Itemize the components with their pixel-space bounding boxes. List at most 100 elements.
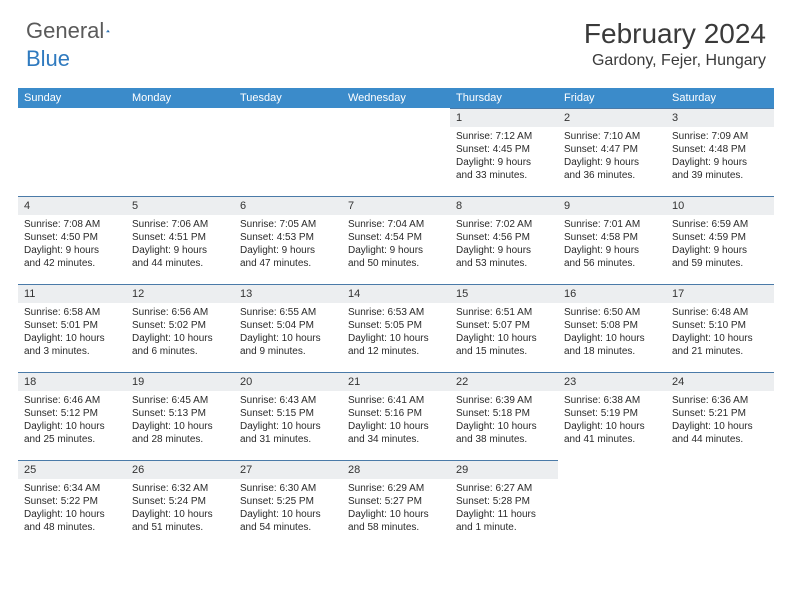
calendar-week-row: 18Sunrise: 6:46 AMSunset: 5:12 PMDayligh… [18, 372, 774, 460]
day-number: 17 [666, 285, 774, 303]
calendar-day-cell: 23Sunrise: 6:38 AMSunset: 5:19 PMDayligh… [558, 372, 666, 460]
weekday-header: Friday [558, 88, 666, 108]
calendar-day-cell: 10Sunrise: 6:59 AMSunset: 4:59 PMDayligh… [666, 196, 774, 284]
day-details: Sunrise: 7:10 AMSunset: 4:47 PMDaylight:… [558, 127, 666, 186]
day-number: 3 [666, 109, 774, 127]
month-title: February 2024 [584, 18, 766, 50]
calendar-day-cell: 15Sunrise: 6:51 AMSunset: 5:07 PMDayligh… [450, 284, 558, 372]
day-number: 16 [558, 285, 666, 303]
day-details: Sunrise: 6:51 AMSunset: 5:07 PMDaylight:… [450, 303, 558, 362]
day-number: 24 [666, 373, 774, 391]
day-number: 10 [666, 197, 774, 215]
calendar-day-cell: 8Sunrise: 7:02 AMSunset: 4:56 PMDaylight… [450, 196, 558, 284]
day-number: 23 [558, 373, 666, 391]
calendar-day-cell [18, 108, 126, 196]
day-details: Sunrise: 6:27 AMSunset: 5:28 PMDaylight:… [450, 479, 558, 538]
day-number: 21 [342, 373, 450, 391]
calendar-day-cell: 5Sunrise: 7:06 AMSunset: 4:51 PMDaylight… [126, 196, 234, 284]
day-details: Sunrise: 6:41 AMSunset: 5:16 PMDaylight:… [342, 391, 450, 450]
calendar-day-cell: 3Sunrise: 7:09 AMSunset: 4:48 PMDaylight… [666, 108, 774, 196]
calendar-week-row: 4Sunrise: 7:08 AMSunset: 4:50 PMDaylight… [18, 196, 774, 284]
day-number: 18 [18, 373, 126, 391]
weekday-header: Sunday [18, 88, 126, 108]
day-details: Sunrise: 6:55 AMSunset: 5:04 PMDaylight:… [234, 303, 342, 362]
day-details: Sunrise: 7:12 AMSunset: 4:45 PMDaylight:… [450, 127, 558, 186]
calendar-day-cell: 29Sunrise: 6:27 AMSunset: 5:28 PMDayligh… [450, 460, 558, 548]
header: General February 2024 Gardony, Fejer, Hu… [0, 0, 792, 78]
calendar-day-cell: 21Sunrise: 6:41 AMSunset: 5:16 PMDayligh… [342, 372, 450, 460]
day-details: Sunrise: 7:04 AMSunset: 4:54 PMDaylight:… [342, 215, 450, 274]
day-details: Sunrise: 6:59 AMSunset: 4:59 PMDaylight:… [666, 215, 774, 274]
day-number: 9 [558, 197, 666, 215]
title-block: February 2024 Gardony, Fejer, Hungary [584, 18, 766, 70]
calendar-day-cell: 11Sunrise: 6:58 AMSunset: 5:01 PMDayligh… [18, 284, 126, 372]
calendar-day-cell [126, 108, 234, 196]
location: Gardony, Fejer, Hungary [584, 52, 766, 70]
calendar-day-cell [666, 460, 774, 548]
calendar-table: SundayMondayTuesdayWednesdayThursdayFrid… [18, 88, 774, 548]
calendar-day-cell: 1Sunrise: 7:12 AMSunset: 4:45 PMDaylight… [450, 108, 558, 196]
day-details: Sunrise: 7:06 AMSunset: 4:51 PMDaylight:… [126, 215, 234, 274]
day-number: 12 [126, 285, 234, 303]
calendar-day-cell: 28Sunrise: 6:29 AMSunset: 5:27 PMDayligh… [342, 460, 450, 548]
day-number: 28 [342, 461, 450, 479]
weekday-header: Saturday [666, 88, 774, 108]
day-number: 15 [450, 285, 558, 303]
day-number: 25 [18, 461, 126, 479]
calendar-day-cell [234, 108, 342, 196]
calendar-day-cell: 14Sunrise: 6:53 AMSunset: 5:05 PMDayligh… [342, 284, 450, 372]
logo-text-general: General [26, 18, 104, 44]
calendar-day-cell [558, 460, 666, 548]
day-details: Sunrise: 6:53 AMSunset: 5:05 PMDaylight:… [342, 303, 450, 362]
day-details: Sunrise: 7:02 AMSunset: 4:56 PMDaylight:… [450, 215, 558, 274]
calendar-day-cell: 16Sunrise: 6:50 AMSunset: 5:08 PMDayligh… [558, 284, 666, 372]
day-details: Sunrise: 6:36 AMSunset: 5:21 PMDaylight:… [666, 391, 774, 450]
day-details: Sunrise: 7:09 AMSunset: 4:48 PMDaylight:… [666, 127, 774, 186]
day-details: Sunrise: 6:58 AMSunset: 5:01 PMDaylight:… [18, 303, 126, 362]
day-number: 4 [18, 197, 126, 215]
weekday-header: Tuesday [234, 88, 342, 108]
day-number: 19 [126, 373, 234, 391]
weekday-header: Wednesday [342, 88, 450, 108]
day-details: Sunrise: 6:38 AMSunset: 5:19 PMDaylight:… [558, 391, 666, 450]
day-details: Sunrise: 7:01 AMSunset: 4:58 PMDaylight:… [558, 215, 666, 274]
day-number: 5 [126, 197, 234, 215]
calendar-day-cell: 24Sunrise: 6:36 AMSunset: 5:21 PMDayligh… [666, 372, 774, 460]
day-details: Sunrise: 7:05 AMSunset: 4:53 PMDaylight:… [234, 215, 342, 274]
calendar-day-cell: 27Sunrise: 6:30 AMSunset: 5:25 PMDayligh… [234, 460, 342, 548]
day-number: 26 [126, 461, 234, 479]
day-details: Sunrise: 6:46 AMSunset: 5:12 PMDaylight:… [18, 391, 126, 450]
calendar-day-cell: 7Sunrise: 7:04 AMSunset: 4:54 PMDaylight… [342, 196, 450, 284]
logo-blue-wrap: Blue [26, 46, 70, 72]
day-number: 27 [234, 461, 342, 479]
calendar-day-cell: 12Sunrise: 6:56 AMSunset: 5:02 PMDayligh… [126, 284, 234, 372]
day-details: Sunrise: 6:45 AMSunset: 5:13 PMDaylight:… [126, 391, 234, 450]
calendar-body: 1Sunrise: 7:12 AMSunset: 4:45 PMDaylight… [18, 108, 774, 548]
day-details: Sunrise: 6:29 AMSunset: 5:27 PMDaylight:… [342, 479, 450, 538]
calendar-day-cell [342, 108, 450, 196]
day-number: 29 [450, 461, 558, 479]
day-number: 7 [342, 197, 450, 215]
calendar-day-cell: 6Sunrise: 7:05 AMSunset: 4:53 PMDaylight… [234, 196, 342, 284]
day-details: Sunrise: 6:43 AMSunset: 5:15 PMDaylight:… [234, 391, 342, 450]
weekday-row: SundayMondayTuesdayWednesdayThursdayFrid… [18, 88, 774, 108]
calendar-week-row: 25Sunrise: 6:34 AMSunset: 5:22 PMDayligh… [18, 460, 774, 548]
calendar-day-cell: 20Sunrise: 6:43 AMSunset: 5:15 PMDayligh… [234, 372, 342, 460]
calendar-day-cell: 13Sunrise: 6:55 AMSunset: 5:04 PMDayligh… [234, 284, 342, 372]
weekday-header: Thursday [450, 88, 558, 108]
day-number: 11 [18, 285, 126, 303]
logo: General [26, 18, 130, 44]
calendar-day-cell: 2Sunrise: 7:10 AMSunset: 4:47 PMDaylight… [558, 108, 666, 196]
calendar-week-row: 11Sunrise: 6:58 AMSunset: 5:01 PMDayligh… [18, 284, 774, 372]
day-number: 13 [234, 285, 342, 303]
day-number: 6 [234, 197, 342, 215]
weekday-header: Monday [126, 88, 234, 108]
day-details: Sunrise: 6:30 AMSunset: 5:25 PMDaylight:… [234, 479, 342, 538]
day-details: Sunrise: 6:50 AMSunset: 5:08 PMDaylight:… [558, 303, 666, 362]
calendar-week-row: 1Sunrise: 7:12 AMSunset: 4:45 PMDaylight… [18, 108, 774, 196]
day-details: Sunrise: 6:39 AMSunset: 5:18 PMDaylight:… [450, 391, 558, 450]
calendar-head: SundayMondayTuesdayWednesdayThursdayFrid… [18, 88, 774, 108]
day-number: 1 [450, 109, 558, 127]
day-number: 22 [450, 373, 558, 391]
day-details: Sunrise: 6:32 AMSunset: 5:24 PMDaylight:… [126, 479, 234, 538]
